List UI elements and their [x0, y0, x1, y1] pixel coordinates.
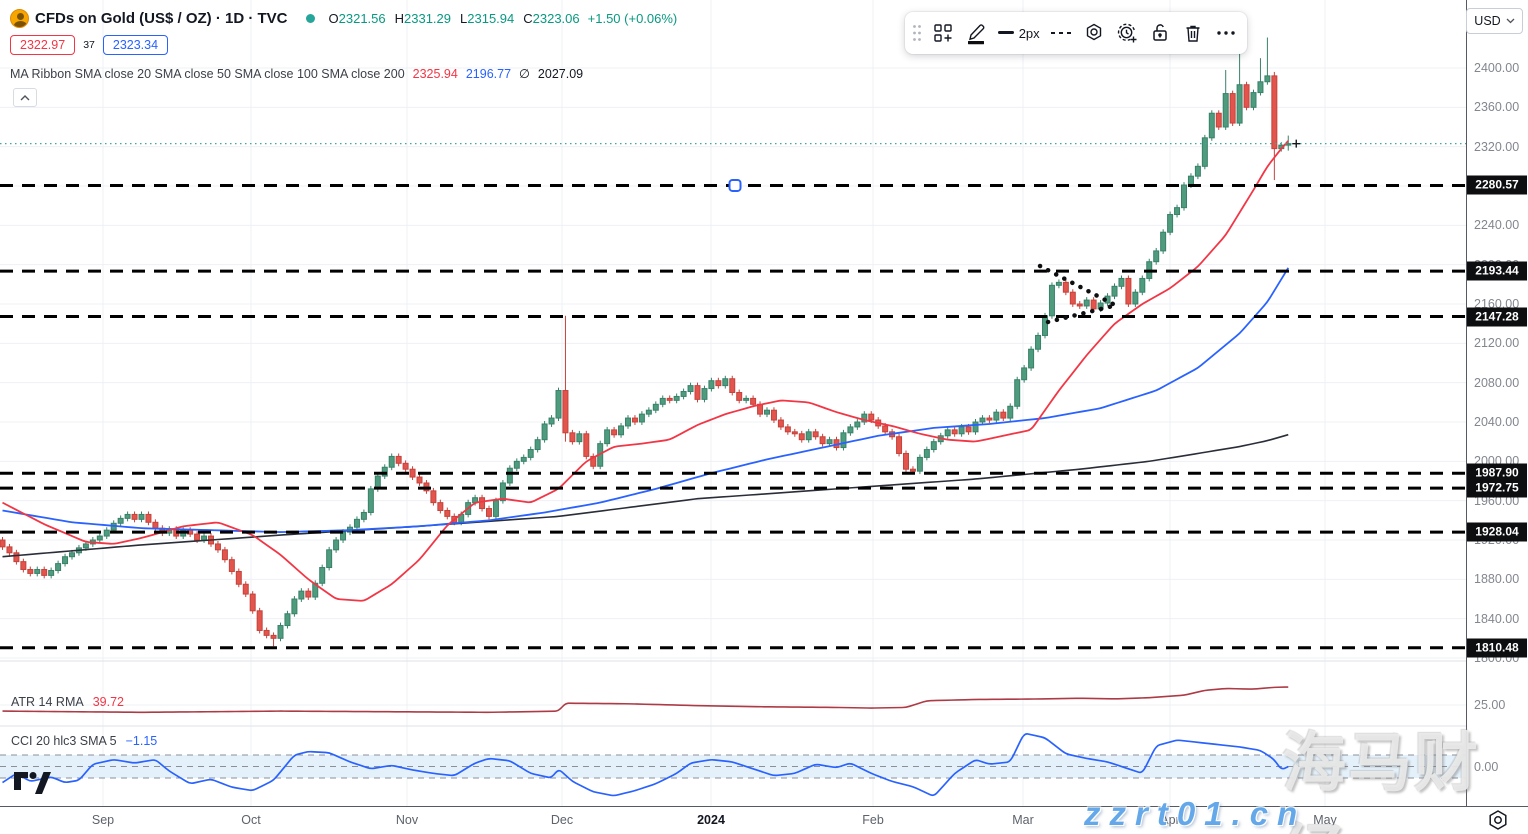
cci-value: −1.15 — [125, 734, 158, 748]
level-price-label: 1928.04 — [1467, 522, 1527, 542]
time-axis-label: Apr — [1160, 813, 1180, 827]
settings-button[interactable] — [1079, 16, 1110, 50]
market-open-dot-icon — [305, 14, 315, 23]
high-value: 2331.29 — [404, 11, 452, 26]
more-options-button[interactable] — [1210, 16, 1241, 50]
level-price-label: 2280.57 — [1467, 175, 1527, 195]
time-axis-label: Sep — [91, 813, 115, 827]
high-label: H — [394, 11, 405, 26]
toolbar-drag-handle-icon[interactable] — [911, 16, 924, 50]
level-price-label: 1972.75 — [1467, 478, 1527, 498]
currency-label: USD — [1474, 14, 1501, 28]
close-label: C — [523, 11, 533, 26]
price-tick: 2320.00 — [1474, 139, 1520, 154]
sma200-value: 2027.09 — [537, 66, 584, 81]
level-price-label: 2147.28 — [1467, 307, 1527, 326]
price-scale[interactable]: 2400.002360.002320.002280.002240.002200.… — [1466, 0, 1528, 806]
time-axis-label: 2024 — [697, 813, 725, 827]
drawing-toolbar: 2px — [905, 12, 1247, 54]
open-label: O — [328, 11, 339, 26]
close-value: 2323.06 — [532, 11, 580, 26]
price-tick: 2240.00 — [1474, 218, 1520, 233]
time-axis-label: Nov — [395, 813, 419, 827]
sma50-value: 2196.77 — [465, 66, 512, 81]
line-width-button[interactable]: 2px — [993, 16, 1044, 50]
atr-legend[interactable]: ATR 14 RMA 39.72 — [11, 695, 124, 709]
delete-button[interactable] — [1177, 16, 1208, 50]
collapse-legend-button[interactable] — [13, 88, 37, 107]
clock-plus-icon — [1117, 23, 1137, 43]
cci-legend[interactable]: CCI 20 hlc3 SMA 5 −1.15 — [11, 734, 157, 748]
trash-icon — [1186, 25, 1200, 42]
gold-symbol-icon — [10, 9, 29, 28]
atr-title: ATR 14 RMA — [11, 695, 84, 709]
spread-value: 37 — [83, 39, 95, 51]
time-axis-label: Mar — [1012, 813, 1034, 827]
color-pen-button[interactable] — [961, 16, 992, 50]
lock-button[interactable] — [1145, 16, 1176, 50]
tradingview-logo[interactable] — [13, 771, 51, 795]
line-width-label: 2px — [1018, 25, 1040, 41]
cci-title: CCI 20 hlc3 SMA 5 — [11, 734, 117, 748]
price-tick: 2080.00 — [1474, 375, 1520, 390]
chevron-up-icon — [20, 94, 30, 100]
price-tick: 1840.00 — [1474, 611, 1520, 626]
price-tick: 2360.00 — [1474, 100, 1520, 115]
ohlc-values: O2321.56 H2331.29 L2315.94 C2323.06 — [329, 11, 580, 26]
time-axis[interactable]: Sep Oct Nov Dec 2024 Feb Mar Apr May — [0, 806, 1528, 834]
ellipsis-icon — [1216, 31, 1235, 35]
axis-settings-gear-icon[interactable] — [1486, 808, 1510, 832]
template-squares-icon — [934, 24, 952, 42]
time-axis-label: Feb — [862, 813, 884, 827]
level-price-label: 1810.48 — [1467, 638, 1527, 658]
price-tick: 1880.00 — [1474, 572, 1520, 587]
level-price-label: 1987.90 — [1467, 463, 1527, 483]
dashed-line-icon — [1051, 32, 1072, 34]
time-axis-label: Dec — [550, 813, 574, 827]
line-width-icon — [997, 31, 1014, 34]
price-tick: 2040.00 — [1474, 414, 1520, 429]
symbol-title[interactable]: CFDs on Gold (US$ / OZ) · 1D · TVC — [35, 10, 288, 27]
cci-scale-tick: 0.00 — [1474, 759, 1499, 774]
atr-scale-tick: 25.00 — [1474, 698, 1506, 712]
chevron-down-icon — [1506, 18, 1515, 24]
level-price-label: 2193.44 — [1467, 261, 1527, 281]
sma100-value: ∅ — [519, 67, 530, 81]
lock-open-icon — [1153, 24, 1167, 41]
line-style-button[interactable] — [1046, 16, 1077, 50]
main-chart-canvas[interactable] — [0, 0, 1466, 806]
symbol-header: CFDs on Gold (US$ / OZ) · 1D · TVC O2321… — [10, 9, 677, 28]
price-tick: 2120.00 — [1474, 336, 1520, 351]
time-axis-label: May — [1313, 813, 1337, 827]
low-value: 2315.94 — [467, 11, 515, 26]
low-label: L — [460, 11, 468, 26]
add-alert-button[interactable] — [1112, 16, 1143, 50]
sell-price-button[interactable]: 2322.97 — [10, 35, 76, 55]
ma-ribbon-title: MA Ribbon SMA close 20 SMA close 50 SMA … — [10, 66, 405, 81]
time-axis-label: Oct — [241, 813, 261, 827]
buy-price-button[interactable]: 2323.34 — [102, 35, 169, 55]
change-value: +1.50 (+0.06%) — [587, 11, 678, 26]
atr-value: 39.72 — [92, 695, 124, 709]
gear-hexagon-icon — [1087, 23, 1102, 41]
price-tick: 2400.00 — [1474, 61, 1520, 75]
sma20-value: 2325.94 — [412, 66, 458, 81]
open-value: 2321.56 — [338, 11, 386, 26]
quote-buttons: 2322.97 37 2323.34 — [10, 35, 169, 55]
pen-icon — [967, 24, 985, 45]
ma-ribbon-legend[interactable]: MA Ribbon SMA close 20 SMA close 50 SMA … — [10, 66, 584, 82]
currency-selector[interactable]: USD — [1466, 8, 1523, 34]
add-template-button[interactable] — [928, 16, 959, 50]
